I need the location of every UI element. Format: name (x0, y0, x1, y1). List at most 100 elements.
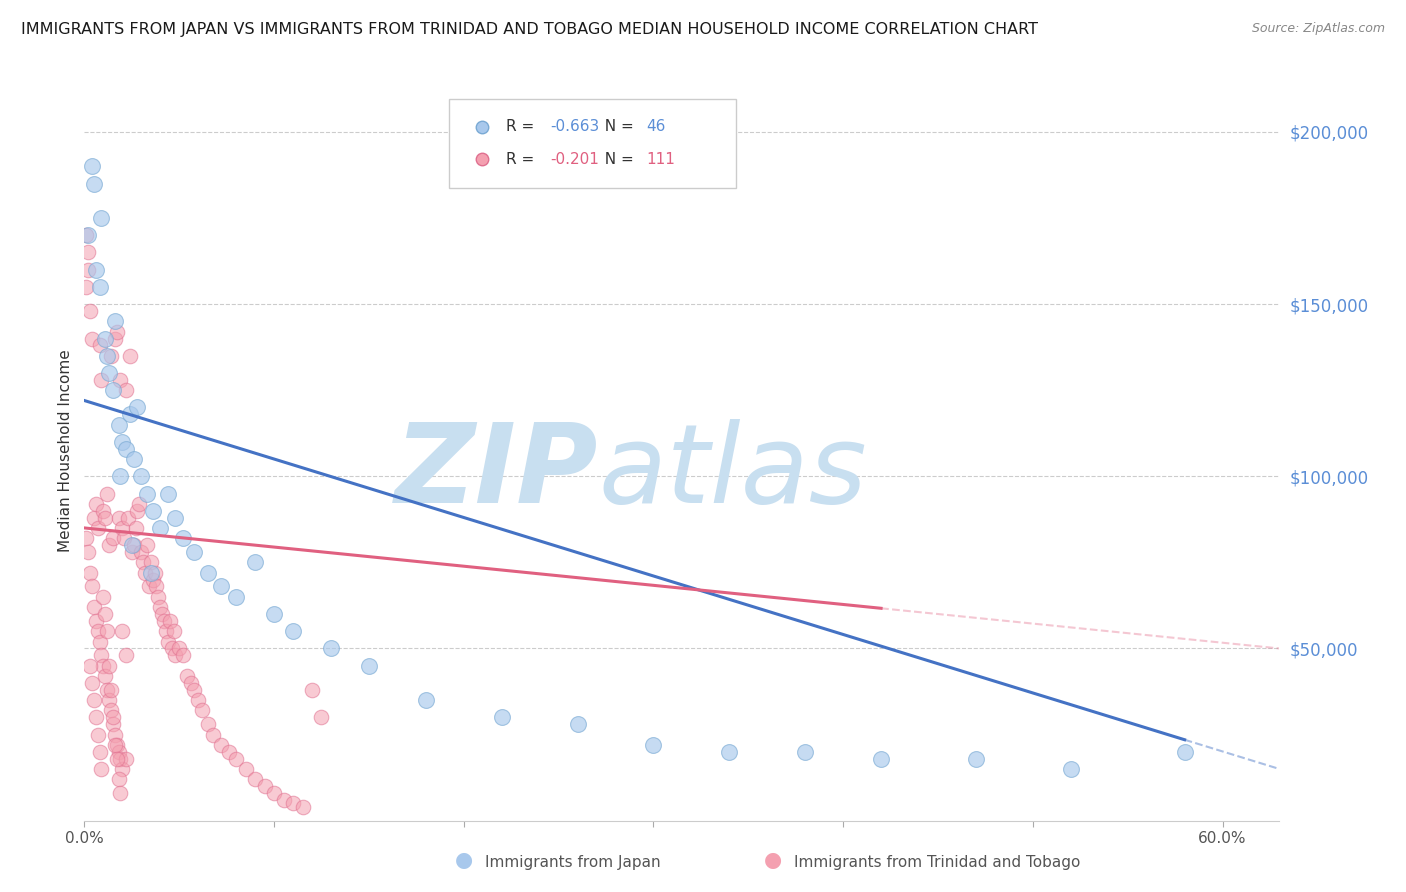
Point (159, 614, 181, 628)
Point (183, 545, 205, 559)
Point (86, 521, 108, 535)
Point (136, 538, 159, 552)
Point (101, 531, 124, 545)
Point (83, 177, 105, 191)
Point (172, 648, 194, 663)
Point (122, 452, 145, 467)
Point (218, 745, 240, 759)
Point (104, 738, 127, 752)
Point (75, 531, 97, 545)
Point (98, 366, 121, 380)
Point (643, 738, 665, 752)
Point (94, 332, 117, 346)
Point (160, 641, 183, 656)
Point (100, 703, 122, 717)
Point (180, 676, 202, 690)
Point (110, 786, 132, 800)
Point (165, 648, 187, 663)
Text: N =: N = (595, 120, 638, 135)
Point (84, 710, 107, 724)
Point (870, 752, 893, 766)
Point (111, 762, 134, 776)
Point (79, 658, 101, 673)
Point (104, 727, 127, 741)
Point (172, 531, 194, 545)
Point (794, 745, 817, 759)
Point (263, 607, 285, 621)
Text: -0.663: -0.663 (551, 120, 600, 135)
Point (94, 669, 117, 683)
Point (176, 669, 198, 683)
Point (112, 531, 135, 545)
Point (83, 693, 105, 707)
Point (84, 262, 107, 277)
Point (263, 786, 285, 800)
Point (80, 676, 103, 690)
Point (94, 510, 117, 524)
FancyBboxPatch shape (449, 99, 735, 187)
Point (415, 693, 437, 707)
Point (281, 797, 304, 811)
Point (90, 373, 112, 387)
Text: ●: ● (456, 850, 472, 870)
Point (107, 745, 129, 759)
Point (153, 614, 176, 628)
Point (105, 325, 128, 339)
Point (129, 469, 152, 483)
Point (98, 693, 121, 707)
Point (121, 538, 143, 552)
Point (115, 752, 138, 766)
Point (281, 624, 304, 639)
Point (1174, 745, 1197, 759)
Point (138, 579, 160, 593)
Point (1060, 762, 1083, 776)
Point (75, 280, 97, 294)
Point (75, 228, 97, 243)
Point (718, 745, 741, 759)
Text: IMMIGRANTS FROM JAPAN VS IMMIGRANTS FROM TRINIDAD AND TOBAGO MEDIAN HOUSEHOLD IN: IMMIGRANTS FROM JAPAN VS IMMIGRANTS FROM… (21, 22, 1038, 37)
Point (110, 469, 132, 483)
Point (79, 566, 101, 580)
Point (121, 545, 143, 559)
Point (209, 579, 232, 593)
Point (148, 590, 170, 604)
Point (77, 545, 100, 559)
Point (107, 417, 129, 432)
Text: Immigrants from Japan: Immigrants from Japan (485, 855, 661, 870)
Point (491, 710, 513, 724)
Text: Source: ZipAtlas.com: Source: ZipAtlas.com (1251, 22, 1385, 36)
Point (104, 314, 127, 328)
Point (83, 600, 105, 615)
Point (225, 590, 247, 604)
Point (162, 624, 184, 639)
Point (80, 332, 103, 346)
Point (197, 717, 219, 731)
Point (567, 717, 589, 731)
Point (183, 682, 205, 697)
Point (142, 573, 165, 587)
Point (225, 752, 247, 766)
Text: ZIP: ZIP (395, 419, 599, 526)
Point (105, 752, 128, 766)
Point (96, 349, 118, 363)
Point (139, 555, 162, 569)
Point (357, 658, 380, 673)
Text: Immigrants from Trinidad and Tobago: Immigrants from Trinidad and Tobago (794, 855, 1081, 870)
Point (134, 566, 156, 580)
Point (118, 407, 141, 421)
Point (965, 752, 987, 766)
Point (191, 703, 214, 717)
Point (118, 349, 141, 363)
Point (122, 538, 145, 552)
Point (301, 682, 323, 697)
Point (115, 442, 138, 456)
Point (84, 614, 107, 628)
Point (117, 510, 139, 524)
Point (104, 332, 127, 346)
Point (132, 555, 155, 569)
Point (235, 762, 257, 776)
Point (142, 504, 165, 518)
Point (77, 228, 100, 243)
Point (155, 624, 177, 639)
Point (139, 566, 162, 580)
